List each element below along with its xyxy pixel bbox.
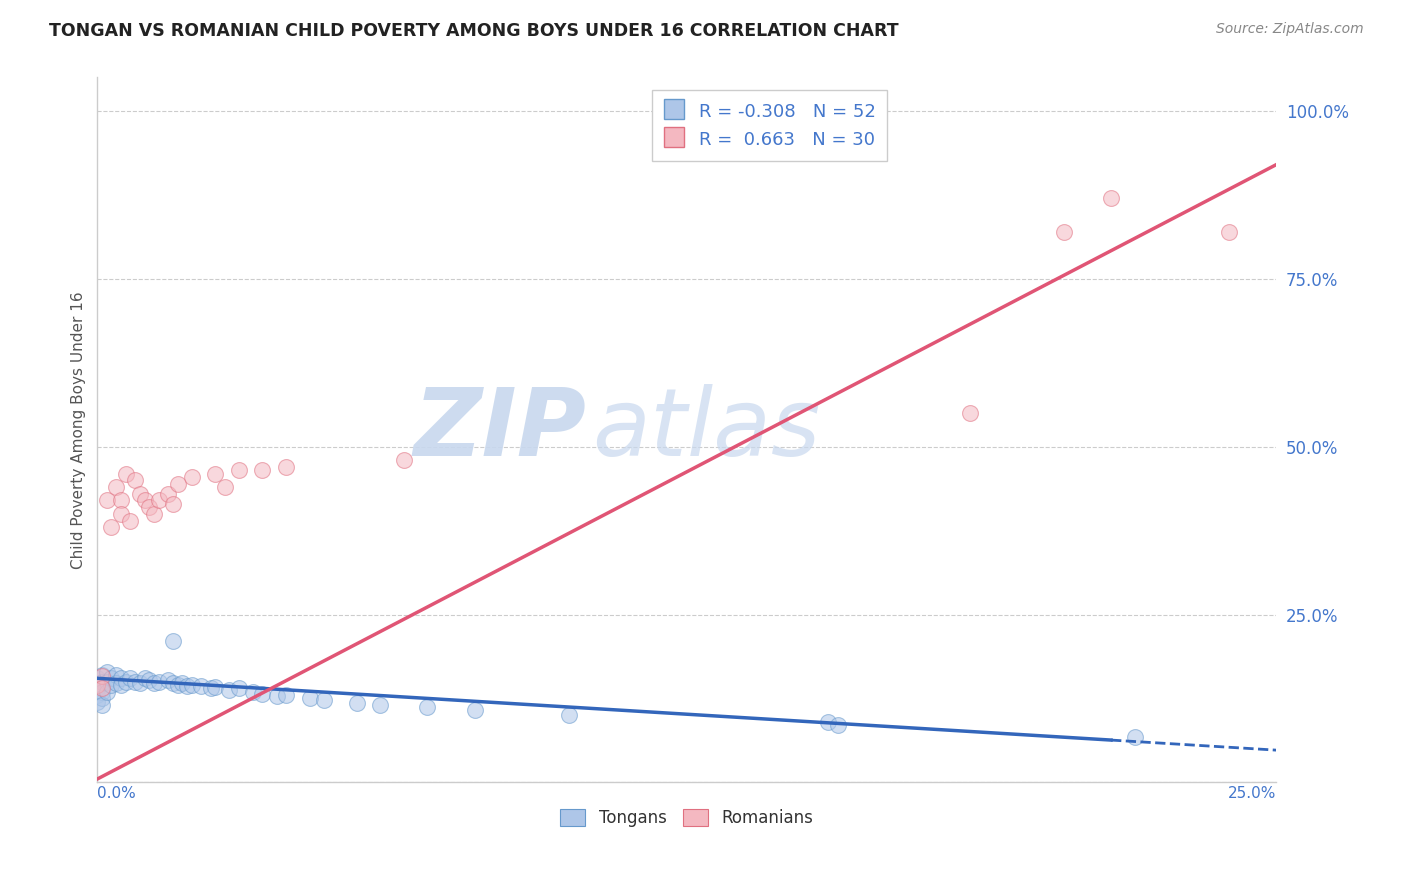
Point	[128, 486, 150, 500]
Point	[91, 691, 114, 706]
Point	[312, 693, 335, 707]
Point	[100, 520, 122, 534]
Point	[1218, 225, 1240, 239]
Point	[96, 665, 118, 679]
Point	[142, 507, 165, 521]
Point	[86, 695, 108, 709]
Point	[110, 678, 132, 692]
Point	[91, 681, 114, 696]
Point	[180, 678, 202, 692]
Point	[86, 671, 108, 685]
Point	[91, 684, 114, 698]
Point	[86, 688, 108, 702]
Point	[228, 681, 250, 696]
Point	[204, 467, 226, 481]
Point	[114, 674, 136, 689]
Point	[817, 714, 839, 729]
Point	[252, 687, 274, 701]
Point	[180, 470, 202, 484]
Point	[368, 698, 391, 713]
Point	[166, 678, 188, 692]
Point	[96, 493, 118, 508]
Point	[176, 679, 198, 693]
Point	[162, 497, 184, 511]
Text: Source: ZipAtlas.com: Source: ZipAtlas.com	[1216, 22, 1364, 37]
Point	[200, 681, 222, 696]
Point	[128, 676, 150, 690]
Point	[1099, 191, 1122, 205]
Point	[138, 500, 160, 514]
Point	[274, 459, 297, 474]
Point	[100, 671, 122, 685]
Point	[242, 684, 264, 698]
Point	[86, 678, 108, 692]
Point	[110, 507, 132, 521]
Point	[558, 708, 581, 723]
Point	[105, 668, 128, 682]
Point	[134, 493, 156, 508]
Point	[124, 674, 146, 689]
Point	[172, 676, 194, 690]
Point	[214, 480, 236, 494]
Point	[86, 681, 108, 696]
Point	[204, 680, 226, 694]
Point	[96, 684, 118, 698]
Point	[105, 676, 128, 690]
Point	[827, 718, 849, 732]
Point	[162, 634, 184, 648]
Point	[392, 453, 415, 467]
Point	[91, 698, 114, 713]
Point	[228, 463, 250, 477]
Text: 25.0%: 25.0%	[1227, 786, 1277, 801]
Point	[114, 467, 136, 481]
Text: TONGAN VS ROMANIAN CHILD POVERTY AMONG BOYS UNDER 16 CORRELATION CHART: TONGAN VS ROMANIAN CHILD POVERTY AMONG B…	[49, 22, 898, 40]
Point	[416, 700, 439, 714]
Point	[266, 690, 288, 704]
Point	[166, 476, 188, 491]
Legend: Tongans, Romanians: Tongans, Romanians	[554, 803, 820, 834]
Point	[1053, 225, 1076, 239]
Point	[91, 674, 114, 689]
Point	[148, 674, 170, 689]
Point	[298, 691, 321, 706]
Text: ZIP: ZIP	[413, 384, 586, 476]
Y-axis label: Child Poverty Among Boys Under 16: Child Poverty Among Boys Under 16	[72, 291, 86, 569]
Point	[110, 671, 132, 685]
Point	[91, 669, 114, 683]
Point	[464, 703, 486, 717]
Point	[218, 682, 240, 697]
Text: 0.0%: 0.0%	[97, 786, 136, 801]
Point	[142, 676, 165, 690]
Point	[252, 463, 274, 477]
Point	[148, 493, 170, 508]
Point	[110, 493, 132, 508]
Point	[134, 671, 156, 685]
Point	[190, 679, 212, 693]
Point	[120, 514, 142, 528]
Point	[157, 486, 180, 500]
Point	[100, 678, 122, 692]
Point	[120, 671, 142, 685]
Text: atlas: atlas	[592, 384, 821, 475]
Point	[91, 668, 114, 682]
Point	[105, 480, 128, 494]
Point	[157, 673, 180, 688]
Point	[138, 673, 160, 688]
Point	[1123, 730, 1146, 744]
Point	[274, 688, 297, 702]
Point	[96, 674, 118, 689]
Point	[124, 473, 146, 487]
Point	[162, 676, 184, 690]
Point	[959, 406, 981, 420]
Point	[346, 696, 368, 710]
